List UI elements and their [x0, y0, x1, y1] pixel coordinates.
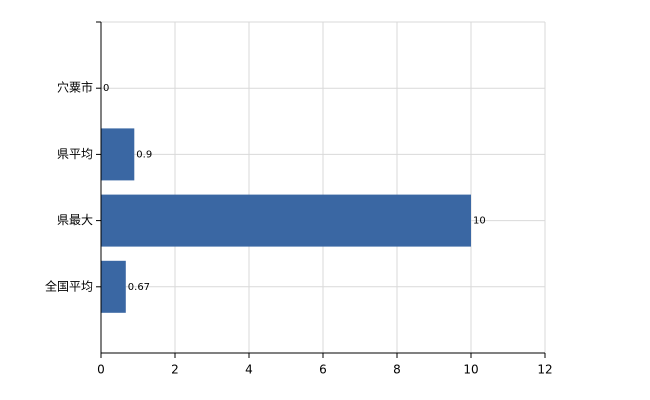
bar	[101, 128, 135, 181]
y-tick-label: 県平均	[57, 147, 93, 161]
x-tick-label: 12	[537, 363, 552, 377]
bar	[101, 194, 471, 247]
y-tick-label: 全国平均	[45, 278, 93, 293]
value-label: 0.9	[136, 149, 152, 160]
value-label: 0	[103, 83, 109, 94]
x-tick-label: 10	[463, 363, 478, 377]
y-tick-label: 穴粟市	[57, 80, 93, 95]
x-tick-label: 6	[319, 363, 327, 377]
x-tick-label: 0	[97, 363, 105, 377]
value-label: 10	[473, 216, 486, 227]
x-tick-label: 2	[171, 363, 179, 377]
x-tick-label: 8	[393, 363, 401, 377]
bar	[101, 260, 126, 313]
x-tick-label: 4	[245, 363, 253, 377]
y-tick-label: 県最大	[57, 213, 93, 227]
value-label: 0.67	[128, 282, 150, 293]
